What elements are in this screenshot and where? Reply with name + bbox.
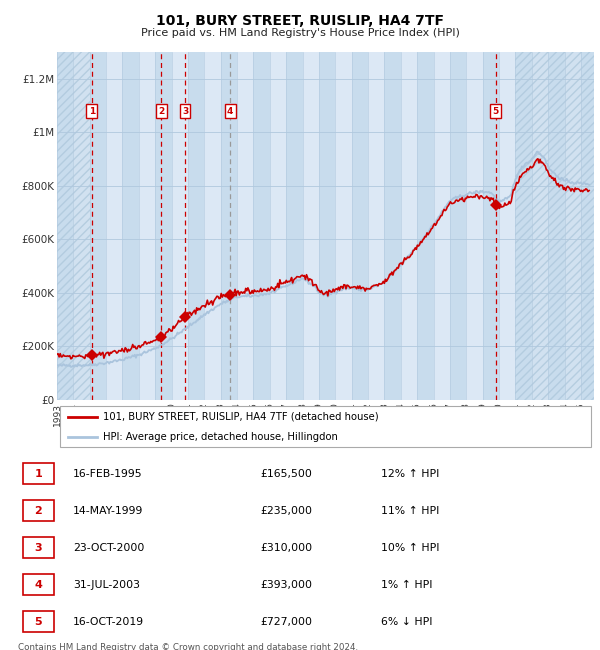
Text: 6% ↓ HPI: 6% ↓ HPI	[381, 617, 433, 627]
Bar	[286, 52, 302, 400]
Bar	[548, 52, 565, 400]
Bar	[122, 52, 139, 400]
Text: 14-MAY-1999: 14-MAY-1999	[73, 506, 143, 515]
Text: 2: 2	[158, 107, 164, 116]
Text: 16-FEB-1995: 16-FEB-1995	[73, 469, 142, 478]
Bar	[450, 52, 466, 400]
Bar	[515, 52, 532, 400]
Text: 101, BURY STREET, RUISLIP, HA4 7TF (detached house): 101, BURY STREET, RUISLIP, HA4 7TF (deta…	[103, 411, 378, 422]
Bar	[515, 52, 594, 400]
Text: 101, BURY STREET, RUISLIP, HA4 7TF: 101, BURY STREET, RUISLIP, HA4 7TF	[156, 14, 444, 29]
Text: 5: 5	[493, 107, 499, 116]
Bar	[385, 52, 401, 400]
Text: 3: 3	[35, 543, 42, 552]
Text: £393,000: £393,000	[260, 580, 312, 590]
Text: £310,000: £310,000	[260, 543, 312, 552]
Bar	[188, 52, 205, 400]
Bar	[139, 52, 155, 400]
Text: 3: 3	[182, 107, 188, 116]
Text: Contains HM Land Registry data © Crown copyright and database right 2024.
This d: Contains HM Land Registry data © Crown c…	[18, 644, 358, 650]
Bar	[581, 52, 597, 400]
Bar	[73, 52, 90, 400]
Bar	[221, 52, 237, 400]
Bar	[57, 52, 73, 400]
Bar	[352, 52, 368, 400]
Bar	[155, 52, 172, 400]
Text: 2: 2	[35, 506, 43, 515]
Bar	[90, 52, 106, 400]
Text: 4: 4	[35, 580, 43, 590]
Bar	[205, 52, 221, 400]
Bar	[57, 52, 90, 400]
Text: £235,000: £235,000	[260, 506, 312, 515]
Bar	[319, 52, 335, 400]
FancyBboxPatch shape	[23, 463, 54, 484]
Text: 1% ↑ HPI: 1% ↑ HPI	[381, 580, 433, 590]
Text: 31-JUL-2003: 31-JUL-2003	[73, 580, 140, 590]
Bar	[515, 52, 594, 400]
Text: 12% ↑ HPI: 12% ↑ HPI	[381, 469, 439, 478]
Text: 23-OCT-2000: 23-OCT-2000	[73, 543, 144, 552]
Text: 11% ↑ HPI: 11% ↑ HPI	[381, 506, 439, 515]
Text: 10% ↑ HPI: 10% ↑ HPI	[381, 543, 439, 552]
Bar	[270, 52, 286, 400]
Text: £165,500: £165,500	[260, 469, 312, 478]
Bar	[335, 52, 352, 400]
Bar	[499, 52, 515, 400]
Text: 4: 4	[227, 107, 233, 116]
FancyBboxPatch shape	[59, 406, 592, 447]
FancyBboxPatch shape	[23, 537, 54, 558]
FancyBboxPatch shape	[23, 611, 54, 632]
Bar	[237, 52, 253, 400]
Bar	[253, 52, 270, 400]
Bar	[532, 52, 548, 400]
Bar	[106, 52, 122, 400]
FancyBboxPatch shape	[23, 574, 54, 595]
Bar	[57, 52, 90, 400]
Bar	[565, 52, 581, 400]
Text: 1: 1	[89, 107, 95, 116]
Text: Price paid vs. HM Land Registry's House Price Index (HPI): Price paid vs. HM Land Registry's House …	[140, 28, 460, 38]
Bar	[466, 52, 482, 400]
Text: 16-OCT-2019: 16-OCT-2019	[73, 617, 144, 627]
Bar	[401, 52, 417, 400]
Bar	[482, 52, 499, 400]
Bar	[368, 52, 385, 400]
Bar	[417, 52, 434, 400]
Text: 1: 1	[35, 469, 43, 478]
Text: 5: 5	[35, 617, 42, 627]
FancyBboxPatch shape	[23, 500, 54, 521]
Bar	[302, 52, 319, 400]
Text: HPI: Average price, detached house, Hillingdon: HPI: Average price, detached house, Hill…	[103, 432, 338, 442]
Bar	[434, 52, 450, 400]
Text: £727,000: £727,000	[260, 617, 312, 627]
Bar	[172, 52, 188, 400]
